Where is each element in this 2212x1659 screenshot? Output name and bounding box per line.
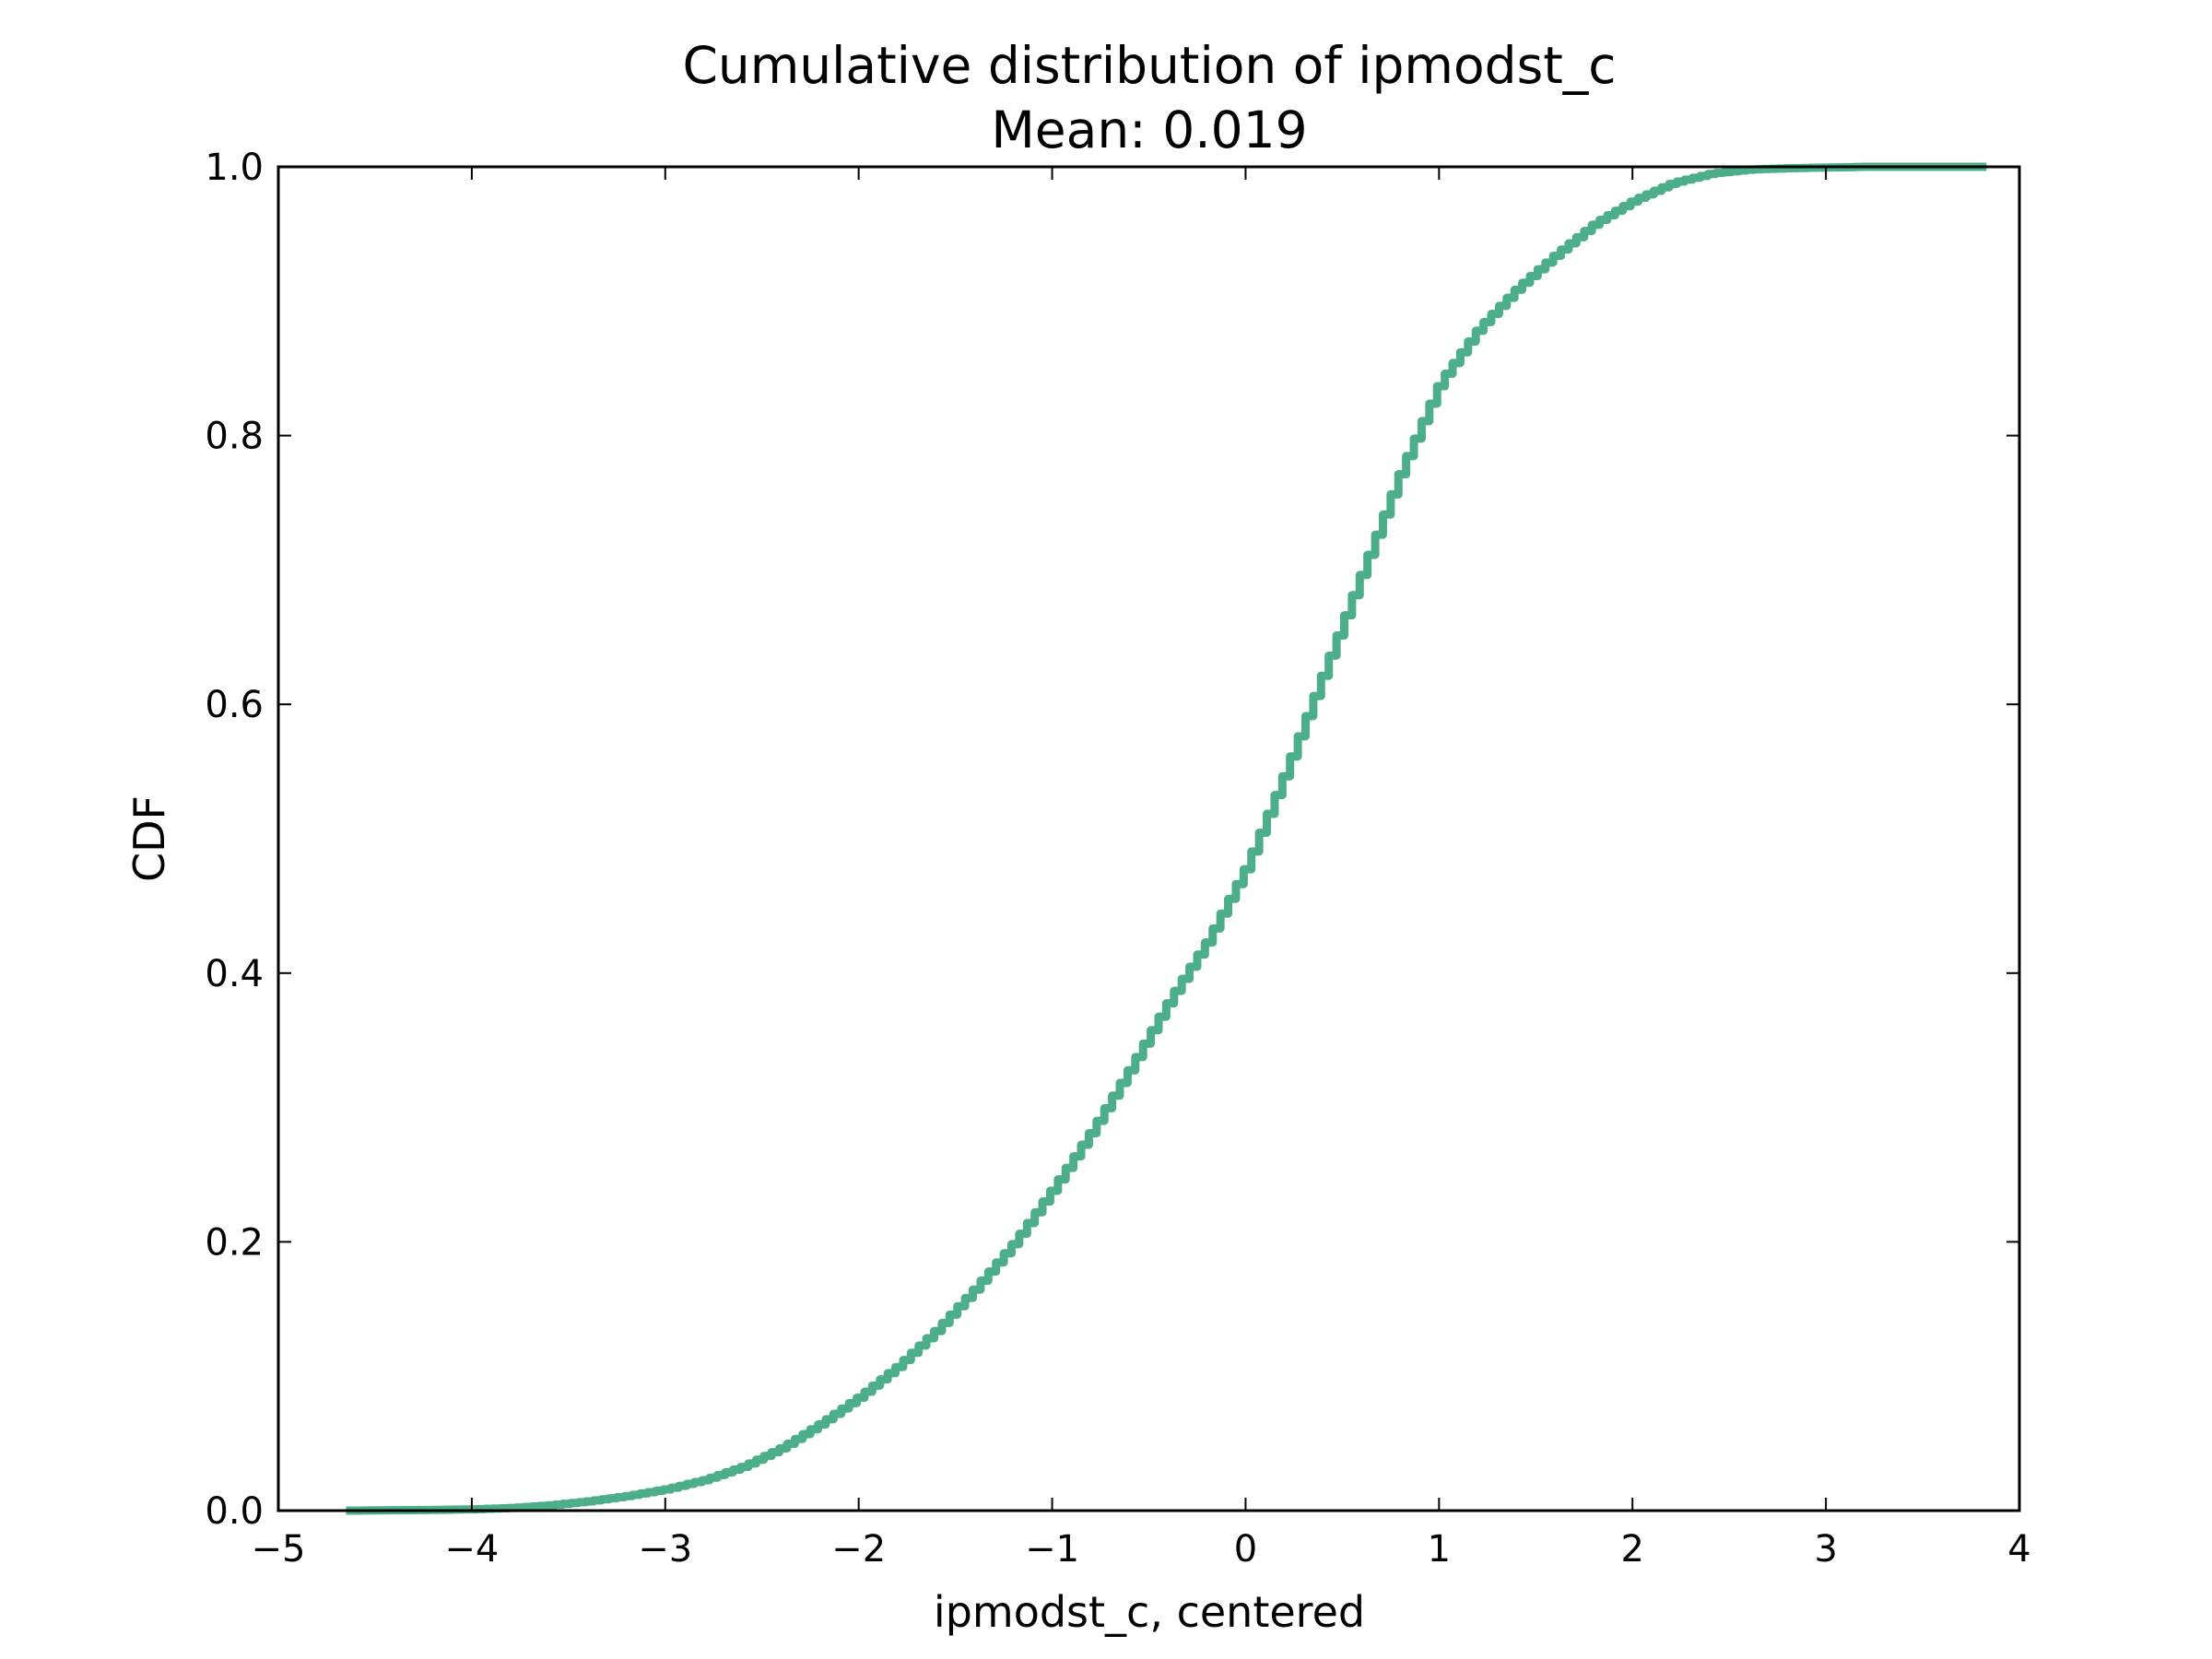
x-axis: −5 −4 −3 −2 −1 0 1 2 3 4: [252, 167, 2031, 1571]
x-tick-label: 4: [2007, 1528, 2030, 1571]
plot-area: [346, 162, 1987, 1515]
cdf-step-line: [346, 162, 1987, 1515]
x-tick-label: −1: [1025, 1528, 1079, 1571]
y-tick-label: 0.6: [205, 684, 264, 726]
x-tick-label: −3: [638, 1528, 692, 1571]
y-tick-label: 0.8: [205, 416, 264, 458]
x-tick-label: −4: [444, 1528, 499, 1571]
x-tick-label: 0: [1234, 1528, 1257, 1571]
plot-frame: [276, 165, 2021, 1512]
x-tick-label: −2: [831, 1528, 886, 1571]
y-axis: 0.0 0.2 0.4 0.6 0.8 1.0: [205, 147, 2019, 1533]
x-axis-label: ipmodst_c, centered: [934, 1587, 1365, 1637]
x-tick-label: 2: [1620, 1528, 1643, 1571]
x-tick-label: 1: [1428, 1528, 1451, 1571]
y-tick-label: 0.2: [205, 1221, 264, 1264]
y-axis-label: CDF: [124, 795, 174, 882]
y-tick-label: 1.0: [205, 147, 264, 189]
x-tick-label: 3: [1814, 1528, 1837, 1571]
x-tick-label: −5: [252, 1528, 306, 1571]
y-tick-label: 0.0: [205, 1490, 264, 1533]
chart-title: Cumulative distribution of ipmodst_c: [682, 36, 1616, 95]
chart-subtitle: Mean: 0.019: [991, 100, 1307, 159]
y-tick-label: 0.4: [205, 953, 264, 995]
